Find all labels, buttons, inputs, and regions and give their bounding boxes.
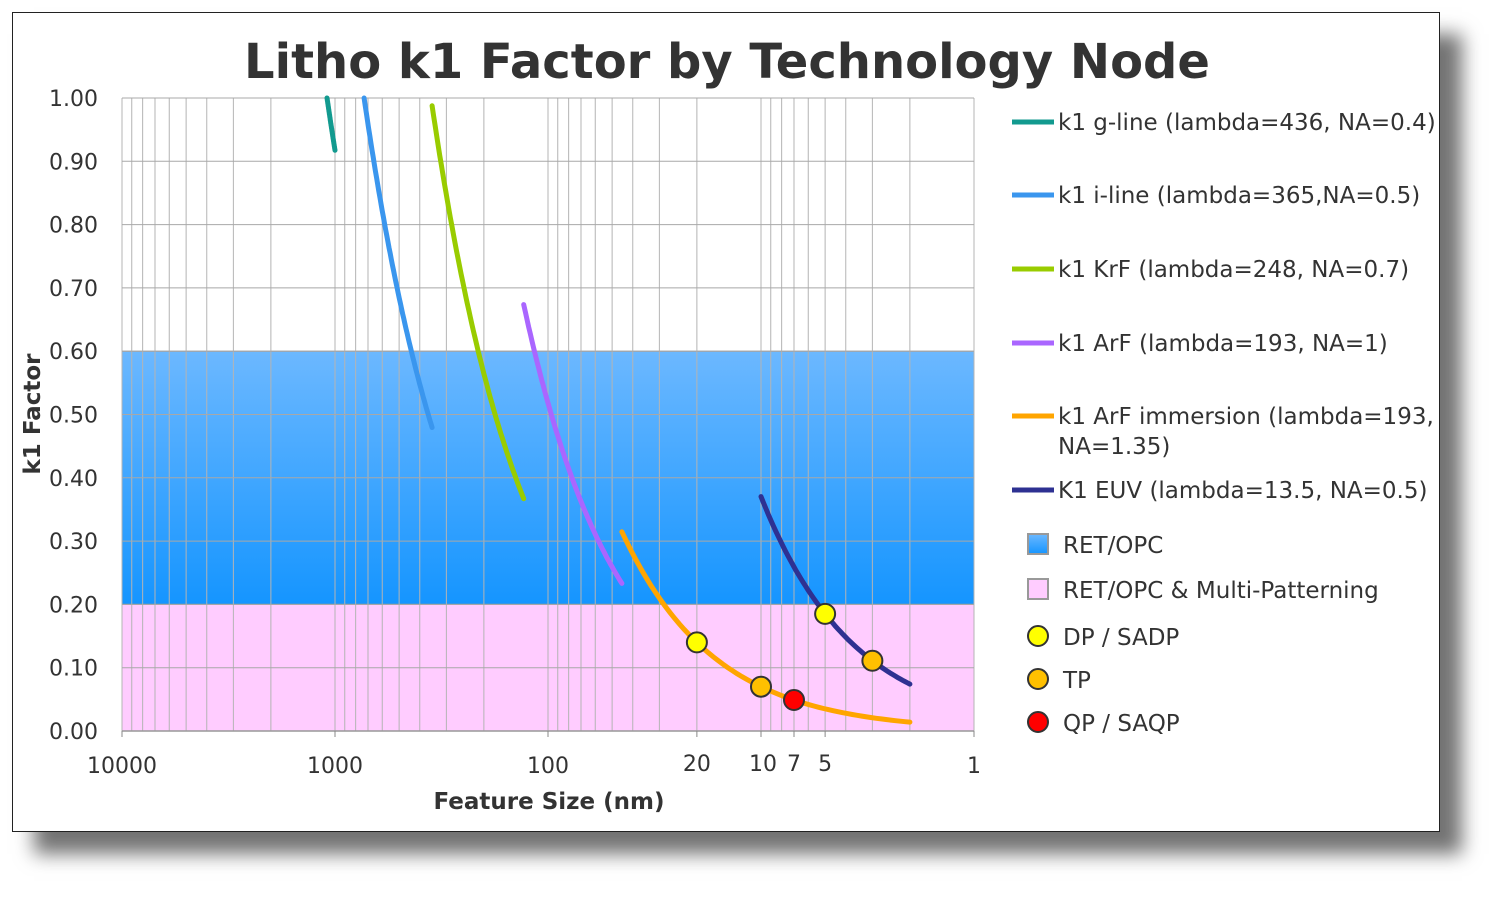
- x-tick-label: 1: [967, 754, 981, 779]
- series-line-2: [429, 103, 527, 502]
- legend-label: k1 KrF (lambda=248, NA=0.7): [1058, 257, 1409, 283]
- x-tick-label: 5: [818, 752, 832, 777]
- legend-band-swatch: [1027, 578, 1049, 600]
- legend-label: TP: [1062, 668, 1091, 694]
- y-tick-label: 0.90: [49, 150, 98, 175]
- y-tick-label: 0.50: [49, 404, 98, 429]
- y-tick-label: 0.70: [49, 277, 98, 302]
- legend-marker: [1027, 625, 1049, 647]
- point-dp-sadp: [814, 602, 837, 625]
- y-tick-label: 0.10: [49, 657, 98, 682]
- series-line-3: [521, 302, 625, 586]
- x-tick-label: 20: [683, 752, 711, 777]
- point-dp-sadp: [685, 631, 708, 654]
- x-tick-label: 100: [527, 754, 569, 779]
- y-tick-label: 0.20: [49, 593, 98, 618]
- point-qp-saqp: [782, 688, 805, 711]
- legend-label: NA=1.35): [1058, 434, 1170, 460]
- legend-label: k1 i-line (lambda=365,NA=0.5): [1058, 183, 1420, 209]
- x-tick-label: 1000: [307, 754, 363, 779]
- y-tick-label: 1.00: [49, 87, 98, 112]
- legend-label: k1 ArF immersion (lambda=193,: [1058, 404, 1434, 430]
- legend-marker: [1027, 711, 1049, 733]
- legend-marker: [1027, 668, 1049, 690]
- y-tick-label: 0.40: [49, 467, 98, 492]
- point-tp: [750, 675, 772, 698]
- legend-label: K1 EUV (lambda=13.5, NA=0.5): [1058, 478, 1427, 504]
- y-tick-label: 0.00: [49, 720, 98, 745]
- x-tick-label: 10000: [87, 754, 157, 779]
- series-line-5: [758, 494, 913, 687]
- legend-label: RET/OPC: [1063, 533, 1163, 559]
- y-tick-label: 0.80: [49, 214, 98, 239]
- y-tick-label: 0.60: [49, 340, 98, 365]
- series-line-0: [324, 95, 338, 153]
- legend-label: QP / SAQP: [1063, 711, 1180, 737]
- legend-band-swatch: [1027, 533, 1049, 555]
- point-tp: [861, 649, 884, 672]
- x-axis-label: Feature Size (nm): [433, 789, 664, 815]
- legend: k1 g-line (lambda=436, NA=0.4) k1 i-line …: [1012, 110, 1436, 737]
- x-tick-label: 10: [749, 752, 777, 777]
- legend-label: k1 ArF (lambda=193, NA=1): [1058, 331, 1388, 357]
- chart-title: Litho k1 Factor by Technology Node: [244, 34, 1210, 90]
- legend-label: k1 g-line (lambda=436, NA=0.4): [1058, 110, 1436, 136]
- legend-label: DP / SADP: [1063, 625, 1179, 651]
- legend-label: RET/OPC & Multi-Patterning: [1063, 578, 1379, 604]
- series-line-1: [361, 95, 435, 430]
- x-tick-label: 7: [787, 752, 801, 777]
- y-axis-label: k1 Factor: [20, 353, 46, 475]
- y-tick-label: 0.30: [49, 530, 98, 555]
